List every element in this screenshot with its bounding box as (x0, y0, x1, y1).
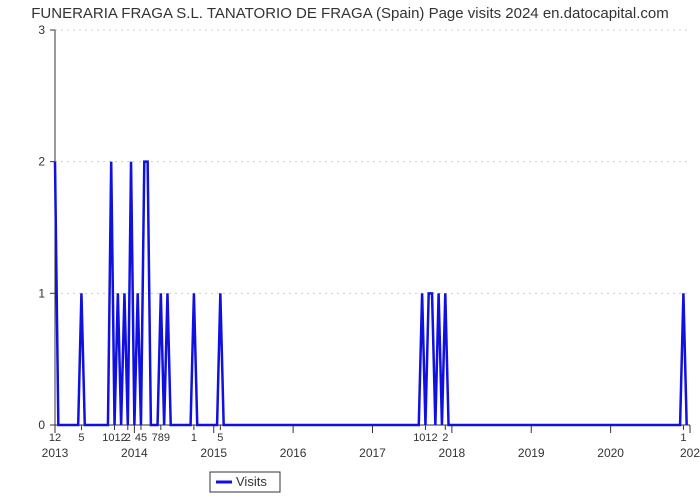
x-year-label: 2017 (359, 446, 386, 460)
y-tick-label: 1 (38, 286, 45, 300)
x-year-label: 2013 (42, 446, 69, 460)
y-tick-label: 2 (38, 155, 45, 169)
y-tick-label: 0 (38, 418, 45, 432)
x-minor-label: 2 (125, 432, 131, 444)
x-year-label: 2015 (200, 446, 227, 460)
x-year-label: 2020 (597, 446, 624, 460)
x-minor-label: 1012 (413, 432, 437, 444)
x-minor-label: 5 (78, 432, 84, 444)
series-visits (55, 162, 687, 425)
x-year-label: 2018 (439, 446, 466, 460)
x-minor-label: 45 (135, 432, 147, 444)
chart-title: FUNERARIA FRAGA S.L. TANATORIO DE FRAGA … (31, 5, 668, 22)
legend-label: Visits (236, 474, 267, 489)
x-minor-label: 5 (217, 432, 223, 444)
y-tick-label: 3 (38, 23, 45, 37)
x-minor-label: 12 (49, 432, 61, 444)
x-year-label: 2016 (280, 446, 307, 460)
x-year-label: 2014 (121, 446, 148, 460)
x-year-label: 2019 (518, 446, 545, 460)
x-minor-label: 1012 (102, 432, 126, 444)
visits-chart: FUNERARIA FRAGA S.L. TANATORIO DE FRAGA … (0, 0, 700, 500)
x-minor-label: 1 (191, 432, 197, 444)
chart-container: { "chart": { "type": "line", "title": "F… (0, 0, 700, 500)
x-year-label: 202 (680, 446, 700, 460)
x-minor-label: 2 (442, 432, 448, 444)
x-minor-label: 789 (152, 432, 170, 444)
x-minor-label: 1 (680, 432, 686, 444)
